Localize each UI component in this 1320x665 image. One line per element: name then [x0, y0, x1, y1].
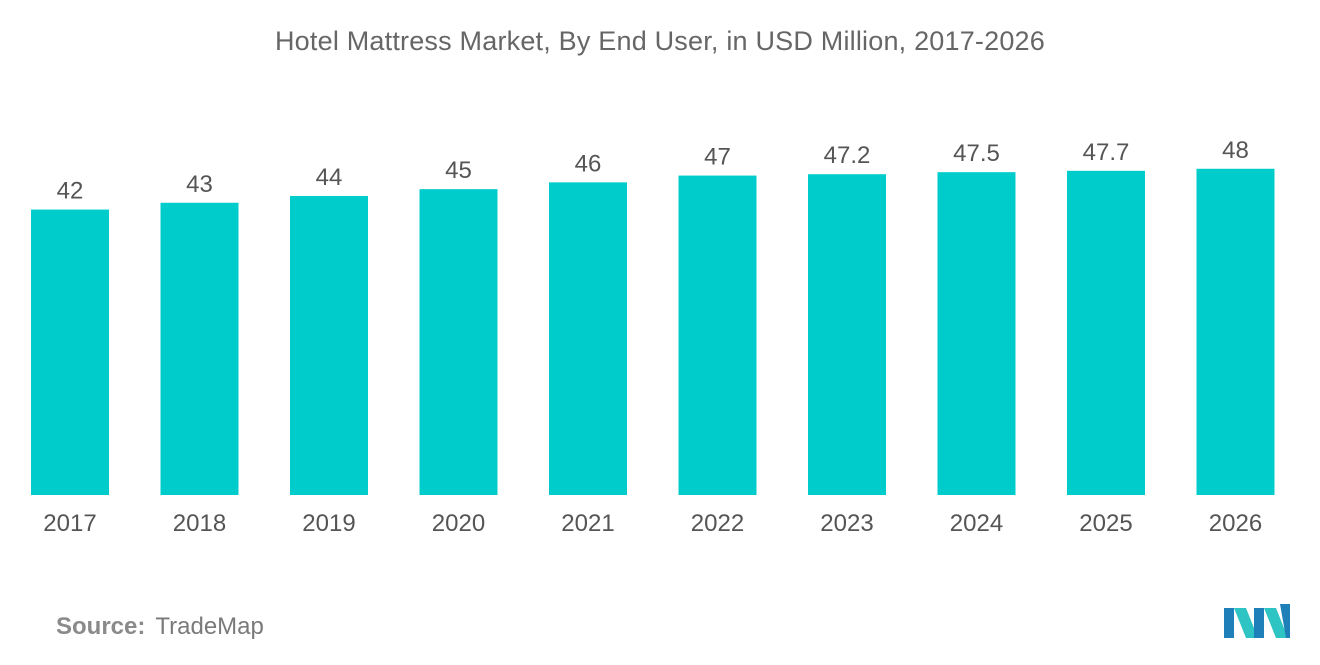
x-tick-label-2018: 2018: [173, 510, 226, 537]
x-tick-label-2022: 2022: [691, 510, 744, 537]
bar-2020: [419, 189, 498, 495]
x-tick-labels-group: 2017 2018 2019 2020 2021 2022 2023 2024 2025 2026: [43, 510, 1262, 537]
bars-group: [31, 168, 1275, 496]
bar-chart: 42 43 44 45 46 47 47.2 47.5 47.7 48 2017 2018 2019 2…: [31, 137, 1275, 537]
data-label-2019: 44: [316, 164, 343, 191]
bar-2026: [1196, 168, 1275, 495]
data-label-2024: 47.5: [953, 140, 1000, 167]
bar-2017: [31, 209, 109, 496]
x-tick-label-2020: 2020: [432, 510, 485, 537]
bar-2019: [290, 195, 368, 496]
x-tick-label-2024: 2024: [950, 510, 1003, 537]
x-tick-label-2026: 2026: [1209, 510, 1262, 537]
data-label-2023: 47.2: [824, 142, 871, 169]
source-value: TradeMap: [155, 613, 264, 640]
data-label-2025: 47.7: [1083, 139, 1130, 166]
bar-2023: [808, 174, 886, 495]
x-tick-label-2023: 2023: [820, 510, 873, 537]
data-labels-group: 42 43 44 45 46 47 47.2 47.5 47.7 48: [57, 137, 1249, 205]
data-label-2018: 43: [186, 171, 213, 198]
data-label-2021: 46: [575, 150, 602, 177]
data-label-2017: 42: [57, 178, 84, 205]
bar-2022: [678, 175, 757, 495]
x-tick-label-2025: 2025: [1079, 510, 1132, 537]
chart-title: Hotel Mattress Market, By End User, in U…: [274, 26, 1045, 56]
bar-2018: [160, 202, 239, 495]
data-label-2022: 47: [704, 144, 731, 171]
data-label-2026: 48: [1222, 137, 1249, 164]
source-note: Source: TradeMap: [56, 613, 264, 641]
x-tick-label-2017: 2017: [43, 510, 96, 537]
bar-2025: [1067, 170, 1145, 496]
x-tick-label-2019: 2019: [302, 510, 355, 537]
source-label: Source:: [56, 613, 146, 640]
x-tick-label-2021: 2021: [561, 510, 614, 537]
bar-2021: [549, 182, 627, 496]
bar-2024: [937, 172, 1016, 496]
data-label-2020: 45: [445, 157, 472, 184]
mordor-intelligence-logo-icon: [1224, 604, 1290, 638]
